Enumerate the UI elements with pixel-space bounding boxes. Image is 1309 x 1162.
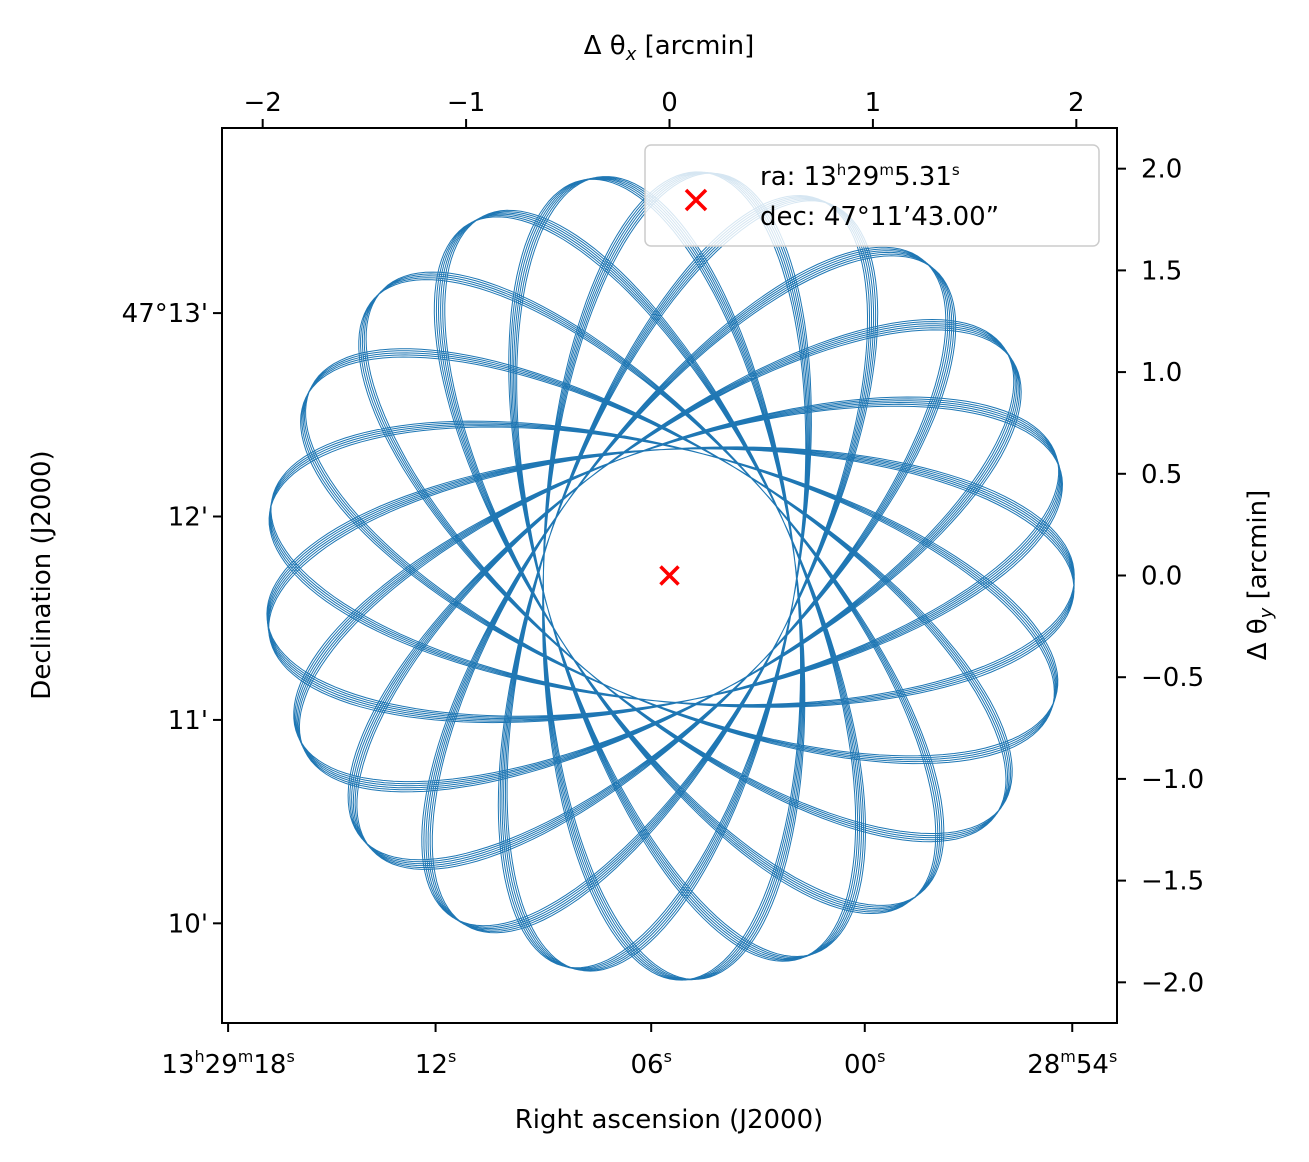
top-tick-label: −2 bbox=[244, 88, 282, 118]
right-tick-label: 2.0 bbox=[1141, 155, 1182, 185]
target-marker bbox=[659, 565, 680, 586]
right-tick-label: 0.0 bbox=[1141, 562, 1182, 592]
axis-ticks: −2 −1 0 1 2 2.0 1.5 1.0 0.5 0.0 −0.5 −1.0 −1.5 −2.0 47… bbox=[122, 88, 1204, 1080]
right-tick-label: −0.5 bbox=[1141, 663, 1204, 693]
top-axis-label: Δ θx [arcmin] bbox=[584, 31, 755, 65]
right-tick-label: −2.0 bbox=[1141, 968, 1204, 998]
legend: ra: 13h29m5.31s dec: 47°11’43.00” bbox=[644, 144, 1100, 247]
legend-box bbox=[644, 144, 1100, 247]
right-tick-label: 1.0 bbox=[1141, 358, 1182, 388]
dec-tick-label: 10' bbox=[168, 909, 208, 939]
ra-tick-label: 12s bbox=[415, 1047, 456, 1080]
top-tick-label: 0 bbox=[661, 88, 678, 118]
ra-tick-label: 13h29m18s bbox=[161, 1047, 294, 1080]
right-tick-label: −1.5 bbox=[1141, 867, 1204, 897]
target-cross bbox=[659, 565, 680, 586]
right-axis-label: Δ θy [arcmin] bbox=[1243, 490, 1277, 661]
right-tick-label: −1.0 bbox=[1141, 765, 1204, 795]
trajectory-line bbox=[266, 171, 1075, 981]
ra-tick-label: 28m54s bbox=[1027, 1047, 1117, 1080]
right-tick-label: 1.5 bbox=[1141, 256, 1182, 286]
ra-tick-label: 00s bbox=[844, 1047, 885, 1080]
dec-tick-label: 47°13' bbox=[122, 299, 208, 329]
top-tick-label: 2 bbox=[1068, 88, 1085, 118]
top-tick-label: −1 bbox=[447, 88, 485, 118]
ra-tick-label: 06s bbox=[630, 1047, 671, 1080]
scan-trajectory bbox=[266, 171, 1075, 981]
legend-marker bbox=[684, 188, 708, 212]
legend-dec-text: dec: 47°11’43.00” bbox=[760, 202, 999, 232]
right-tick-label: 0.5 bbox=[1141, 460, 1182, 490]
y-axis-label: Declination (J2000) bbox=[27, 450, 57, 699]
x-axis-label: Right ascension (J2000) bbox=[515, 1105, 824, 1135]
top-tick-label: 1 bbox=[865, 88, 882, 118]
legend-ra-text: ra: 13h29m5.31s bbox=[760, 161, 960, 192]
dec-tick-label: 11' bbox=[168, 706, 208, 736]
dec-tick-label: 12' bbox=[168, 503, 208, 533]
